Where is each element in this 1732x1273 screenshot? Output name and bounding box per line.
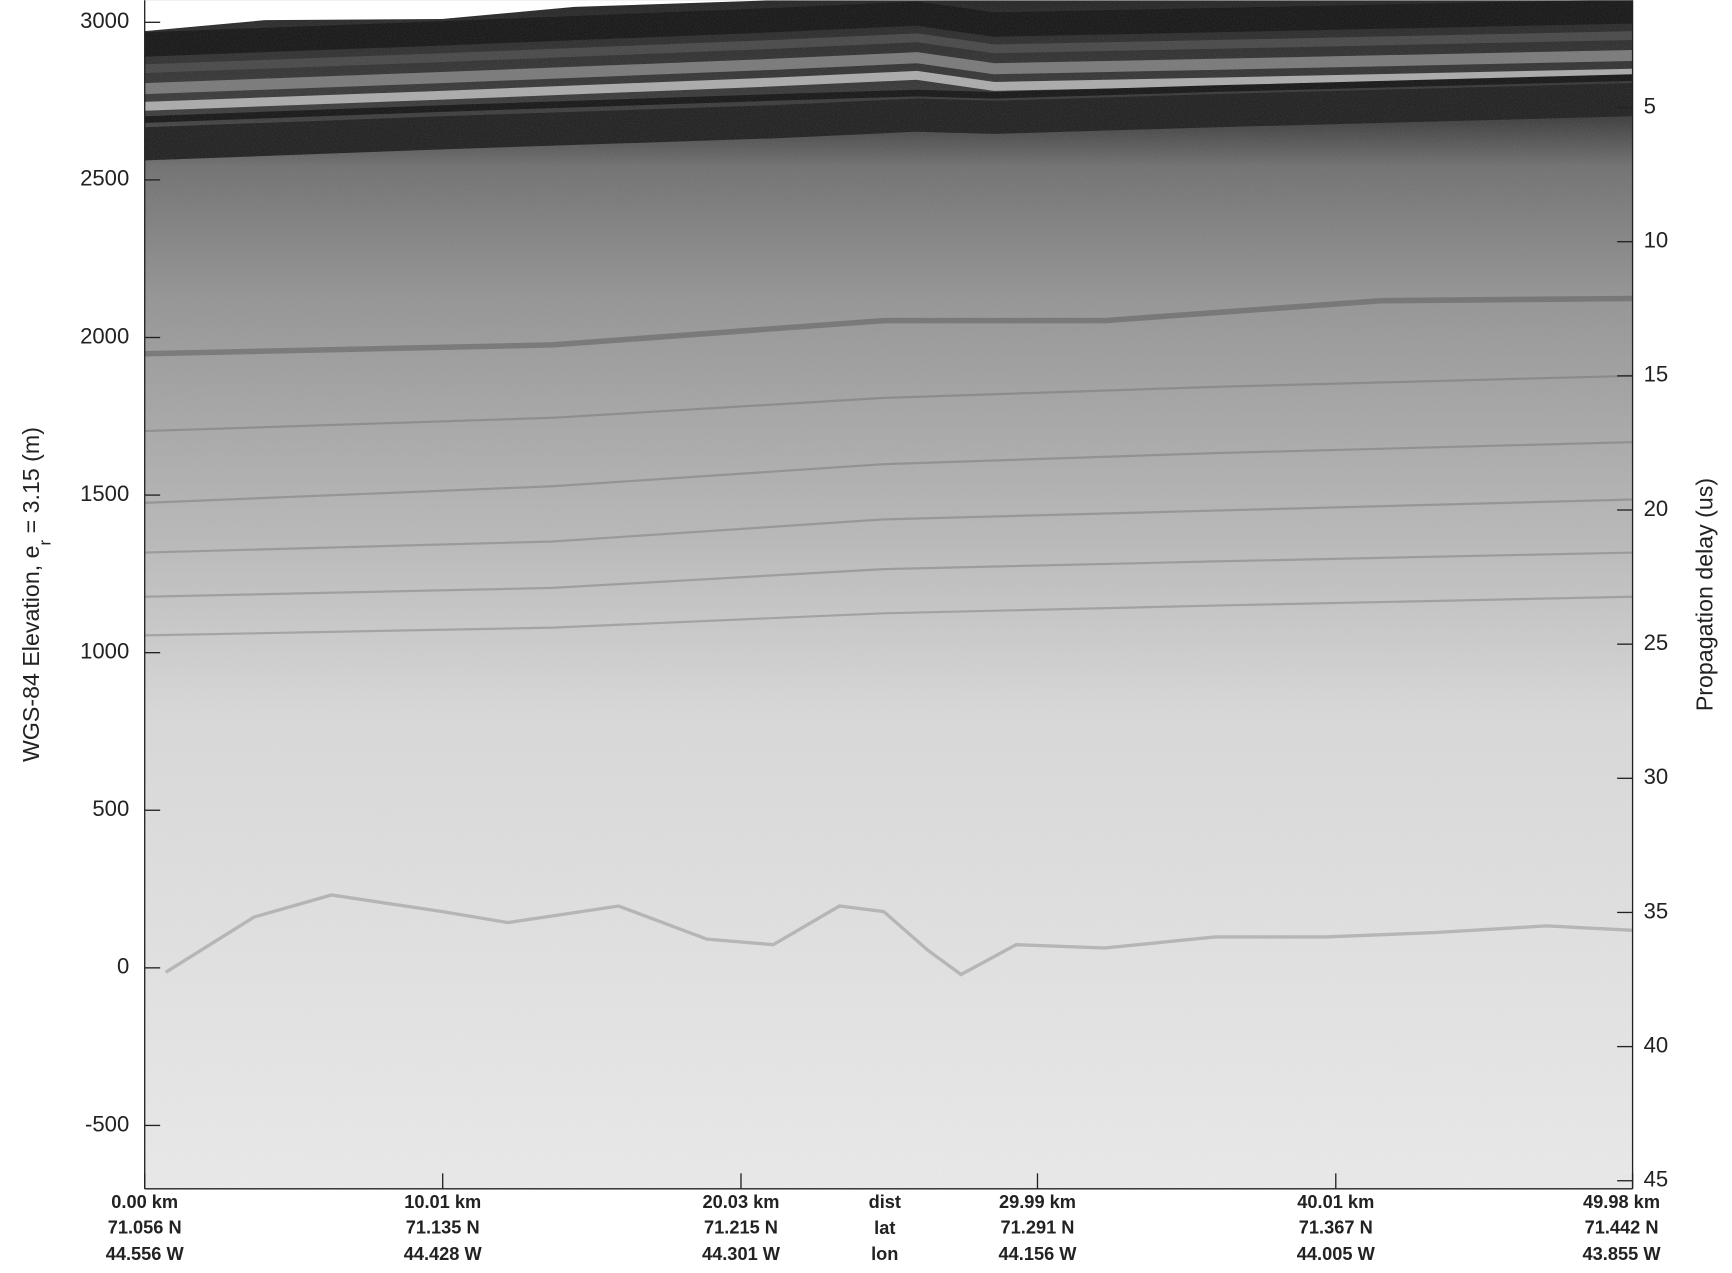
x-tick-label: 40.01 km [1297,1192,1374,1212]
y-tick-label: -500 [85,1111,129,1136]
lon-label: 44.005 W [1297,1244,1376,1264]
speckle [144,0,1633,1189]
lat-label: 71.135 N [406,1217,480,1237]
y-axis-label-subscript: r [36,540,55,546]
y-axis-label: WGS-84 Elevation, er = 3.15 (m) [18,427,55,762]
y2-tick-label: 45 [1644,1167,1669,1192]
y2-tick-label: 5 [1644,93,1656,118]
y2-tick-label: 15 [1644,362,1669,387]
x-tick-label: 0.00 km [111,1192,178,1212]
air [144,0,1633,32]
y-tick-label: 3000 [80,8,129,33]
y-tick-label: 2000 [80,323,129,348]
row-label: dist [869,1192,901,1212]
y-tick-label: 2500 [80,166,129,191]
echogram [144,0,1633,1189]
x-tick-label: 49.98 km [1583,1192,1660,1212]
y-tick-label: 500 [92,796,129,821]
y2-tick-label: 25 [1644,630,1669,655]
x-tick-label: 20.03 km [702,1192,779,1212]
y-tick-label: 1500 [80,481,129,506]
lon-label: 44.156 W [999,1244,1078,1264]
lon-label: 43.855 W [1583,1244,1662,1264]
lon-label: 44.301 W [702,1244,781,1264]
lon-label: 44.428 W [404,1244,483,1264]
row-label: lat [874,1218,895,1238]
y2-tick-label: 10 [1644,228,1669,253]
y-axis-label-main: WGS-84 Elevation, e [18,546,44,763]
y-tick-label: 0 [117,954,129,979]
frame [144,0,1634,1190]
lat-label: 71.442 N [1585,1217,1659,1237]
lat-label: 71.215 N [704,1217,778,1237]
lat-label: 71.056 N [108,1217,182,1237]
y2-tick-label: 20 [1644,496,1669,521]
y-tick-label: 1000 [80,639,129,664]
y2-tick-label: 30 [1644,764,1669,789]
lat-label: 71.291 N [1001,1217,1075,1237]
y2-tick-label: 35 [1644,898,1669,923]
lon-label: 44.556 W [106,1244,185,1264]
x-tick-label: 10.01 km [404,1192,481,1212]
row-label: lon [871,1244,898,1264]
y2-tick-label: 40 [1644,1032,1669,1057]
x-tick-label: 29.99 km [999,1192,1076,1212]
lat-label: 71.367 N [1299,1217,1373,1237]
y-axis-label-suffix: = 3.15 (m) [18,427,44,533]
y2-axis-label: Propagation delay (us) [1692,478,1718,711]
